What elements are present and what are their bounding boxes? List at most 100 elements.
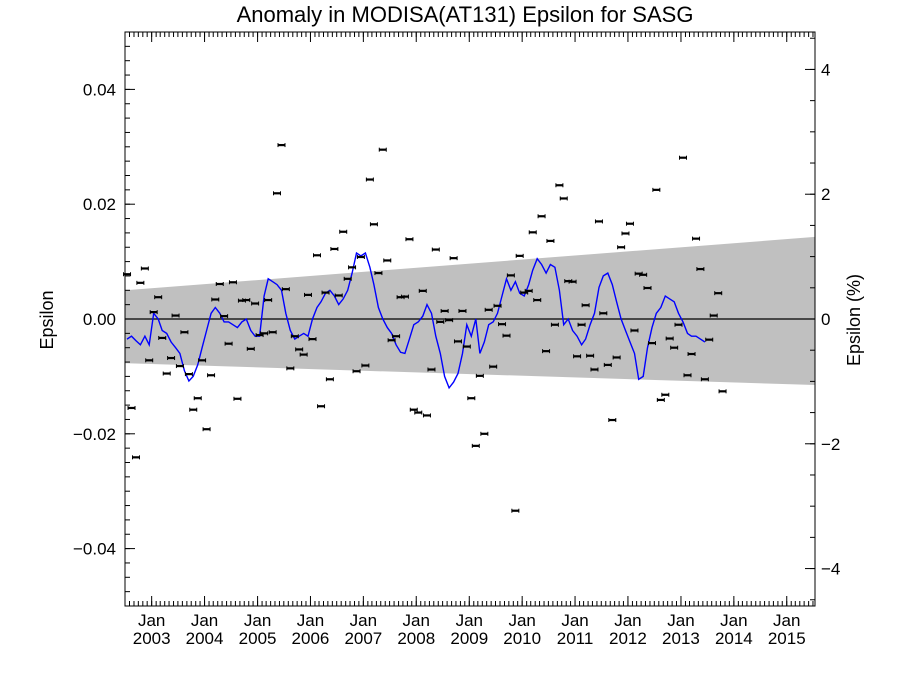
data-point bbox=[489, 364, 498, 369]
data-point bbox=[599, 311, 608, 316]
data-point bbox=[594, 219, 603, 224]
y-tick-label: −0.02 bbox=[73, 425, 116, 444]
data-point bbox=[533, 298, 542, 303]
y-tick-label: 0.04 bbox=[83, 80, 116, 99]
y-tick-label: 0.02 bbox=[83, 195, 116, 214]
y-right-tick-label: −2 bbox=[821, 435, 840, 454]
data-point bbox=[369, 222, 378, 227]
data-point bbox=[493, 303, 502, 308]
data-point bbox=[573, 354, 582, 359]
data-point bbox=[162, 371, 171, 376]
data-point bbox=[175, 364, 184, 369]
data-point bbox=[453, 339, 462, 344]
data-point bbox=[661, 392, 670, 397]
data-point bbox=[251, 301, 260, 306]
x-tick-label-year: 2012 bbox=[609, 629, 647, 648]
x-tick-label-year: 2003 bbox=[133, 629, 171, 648]
data-point bbox=[260, 331, 269, 336]
data-point bbox=[511, 508, 520, 513]
data-point bbox=[383, 258, 392, 263]
data-point bbox=[696, 267, 705, 272]
data-point bbox=[546, 238, 555, 243]
data-point bbox=[387, 338, 396, 343]
data-point bbox=[154, 295, 163, 300]
data-point bbox=[643, 286, 652, 291]
data-point bbox=[180, 330, 189, 335]
y-right-tick-label: 2 bbox=[821, 185, 830, 204]
x-tick-label-month: Jan bbox=[614, 611, 641, 630]
data-point bbox=[352, 369, 361, 374]
y-right-tick-label: 4 bbox=[821, 60, 830, 79]
data-point bbox=[220, 314, 229, 319]
x-tick-label-month: Jan bbox=[561, 611, 588, 630]
x-tick-label-month: Jan bbox=[720, 611, 747, 630]
data-point bbox=[630, 328, 639, 333]
x-tick-label-year: 2004 bbox=[186, 629, 224, 648]
x-tick-label-year: 2006 bbox=[292, 629, 330, 648]
x-tick-label-year: 2008 bbox=[397, 629, 435, 648]
x-tick-label-year: 2015 bbox=[768, 629, 806, 648]
data-point bbox=[409, 407, 418, 412]
data-point bbox=[321, 290, 330, 295]
data-point bbox=[458, 308, 467, 313]
data-point bbox=[184, 372, 193, 377]
data-point bbox=[687, 352, 696, 357]
x-tick-label-year: 2013 bbox=[662, 629, 700, 648]
data-point bbox=[400, 294, 409, 299]
data-point bbox=[312, 253, 321, 258]
data-point bbox=[678, 155, 687, 160]
x-tick-label-year: 2010 bbox=[503, 629, 541, 648]
data-point bbox=[709, 313, 718, 318]
data-point bbox=[515, 253, 524, 258]
data-point bbox=[334, 293, 343, 298]
data-point bbox=[674, 322, 683, 327]
data-point bbox=[202, 427, 211, 432]
data-point bbox=[171, 313, 180, 318]
confidence-band bbox=[125, 236, 815, 386]
x-tick-label-month: Jan bbox=[138, 611, 165, 630]
data-point bbox=[304, 292, 313, 297]
data-point bbox=[656, 397, 665, 402]
data-point bbox=[246, 346, 255, 351]
data-point bbox=[299, 352, 308, 357]
data-point bbox=[140, 266, 149, 271]
data-point bbox=[127, 405, 136, 410]
data-point bbox=[603, 362, 612, 367]
data-point bbox=[608, 418, 617, 423]
data-point bbox=[692, 236, 701, 241]
data-point bbox=[537, 214, 546, 219]
data-point bbox=[498, 322, 507, 327]
data-point bbox=[167, 356, 176, 361]
data-point bbox=[586, 353, 595, 358]
y-tick-label: −0.04 bbox=[73, 540, 116, 559]
data-point bbox=[308, 337, 317, 342]
data-point bbox=[683, 373, 692, 378]
data-point bbox=[665, 336, 674, 341]
y-right-tick-label: 0 bbox=[821, 310, 830, 329]
data-point bbox=[215, 281, 224, 286]
data-point bbox=[652, 187, 661, 192]
data-point bbox=[158, 335, 167, 340]
data-point bbox=[281, 287, 290, 292]
data-point bbox=[700, 377, 709, 382]
data-point bbox=[348, 265, 357, 270]
smoothed-series bbox=[126, 251, 706, 390]
data-point bbox=[418, 288, 427, 293]
data-point bbox=[361, 363, 370, 368]
data-point bbox=[224, 341, 233, 346]
data-point bbox=[568, 279, 577, 284]
data-point bbox=[295, 347, 304, 352]
data-point bbox=[378, 147, 387, 152]
data-point bbox=[559, 196, 568, 201]
data-point bbox=[647, 341, 656, 346]
data-point bbox=[136, 280, 145, 285]
band-area bbox=[125, 236, 815, 386]
data-point bbox=[330, 246, 339, 251]
data-point bbox=[268, 330, 277, 335]
x-tick-label-year: 2009 bbox=[450, 629, 488, 648]
data-point bbox=[471, 443, 480, 448]
data-point bbox=[484, 307, 493, 312]
data-point bbox=[718, 389, 727, 394]
data-point bbox=[502, 333, 511, 338]
